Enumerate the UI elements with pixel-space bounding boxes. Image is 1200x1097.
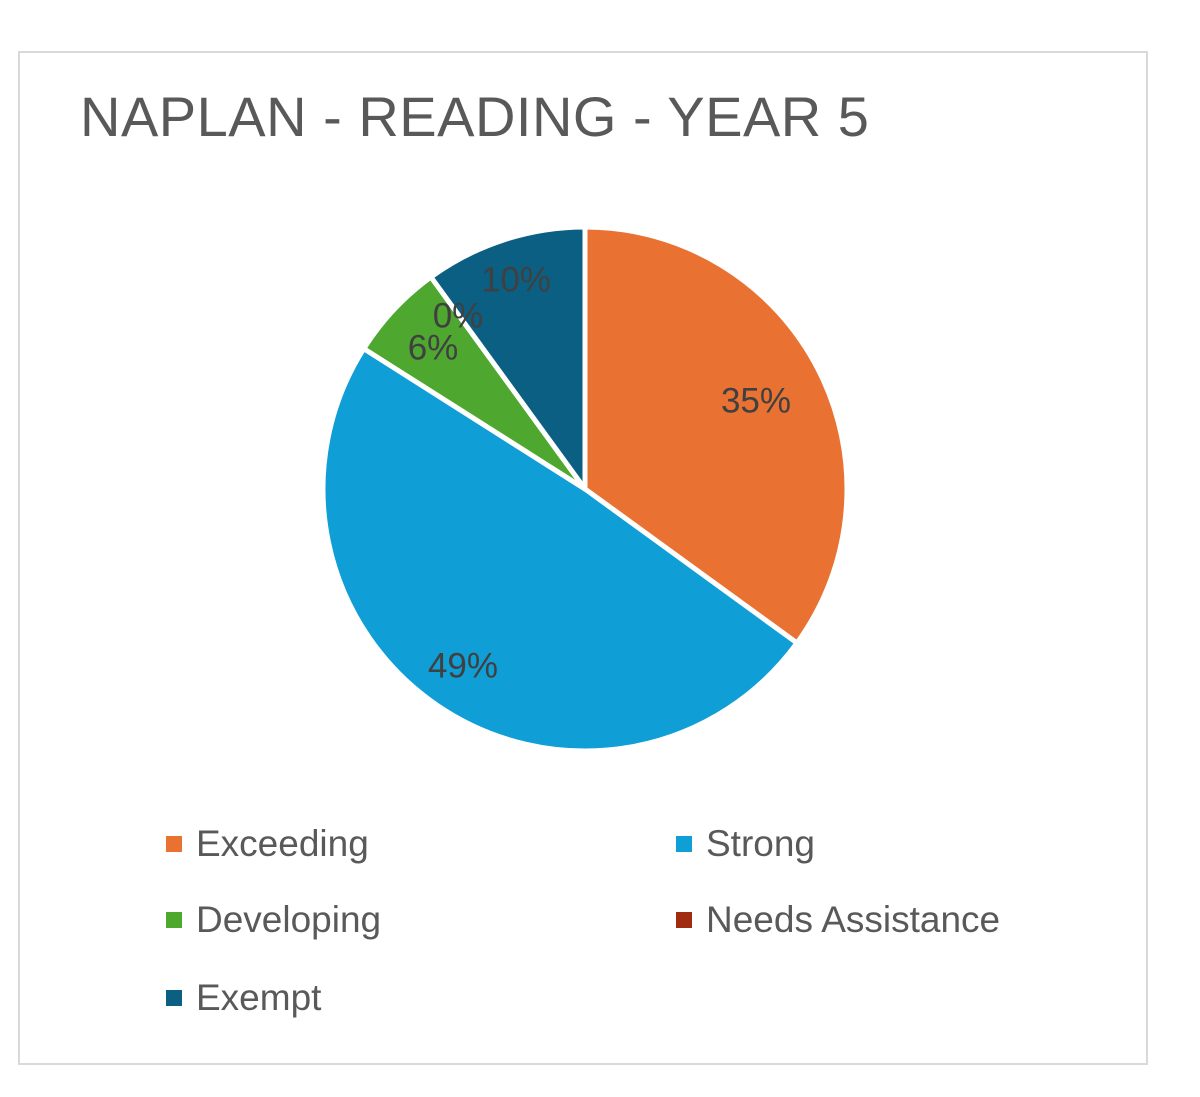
legend-swatch-developing [166, 912, 182, 928]
legend-item-exceeding: Exceeding [166, 822, 369, 866]
pie-slice-strong [320, 346, 800, 754]
data-label-exempt: 10% [481, 260, 551, 299]
legend-item-needs-assistance: Needs Assistance [676, 898, 1000, 942]
data-label-needs-assistance: 0% [433, 296, 484, 335]
legend-swatch-needs-assistance [676, 912, 692, 928]
legend-item-developing: Developing [166, 898, 381, 942]
chart-title: NAPLAN - READING - YEAR 5 [80, 85, 870, 148]
legend-label-exceeding: Exceeding [196, 823, 369, 864]
legend-label-exempt: Exempt [196, 977, 322, 1018]
pie-slice-exempt [428, 224, 588, 492]
pie-slice-exceeding [582, 224, 850, 646]
legend-label-needs-assistance: Needs Assistance [706, 899, 1001, 940]
legend-label-strong: Strong [706, 823, 816, 864]
legend-label-developing: Developing [196, 899, 382, 940]
legend-swatch-strong [676, 836, 692, 852]
legend-item-strong: Strong [676, 822, 815, 866]
data-label-exceeding: 35% [721, 381, 791, 420]
pie-data-labels: 35% 49% 6%0%10% [408, 260, 791, 685]
legend-swatch-exempt [166, 990, 182, 1006]
pie-slices [320, 224, 850, 754]
legend-item-exempt: Exempt [166, 976, 321, 1020]
legend-swatch-exceeding [166, 836, 182, 852]
data-label-strong: 49% [428, 646, 498, 685]
data-label-developing: 6% [408, 328, 459, 367]
